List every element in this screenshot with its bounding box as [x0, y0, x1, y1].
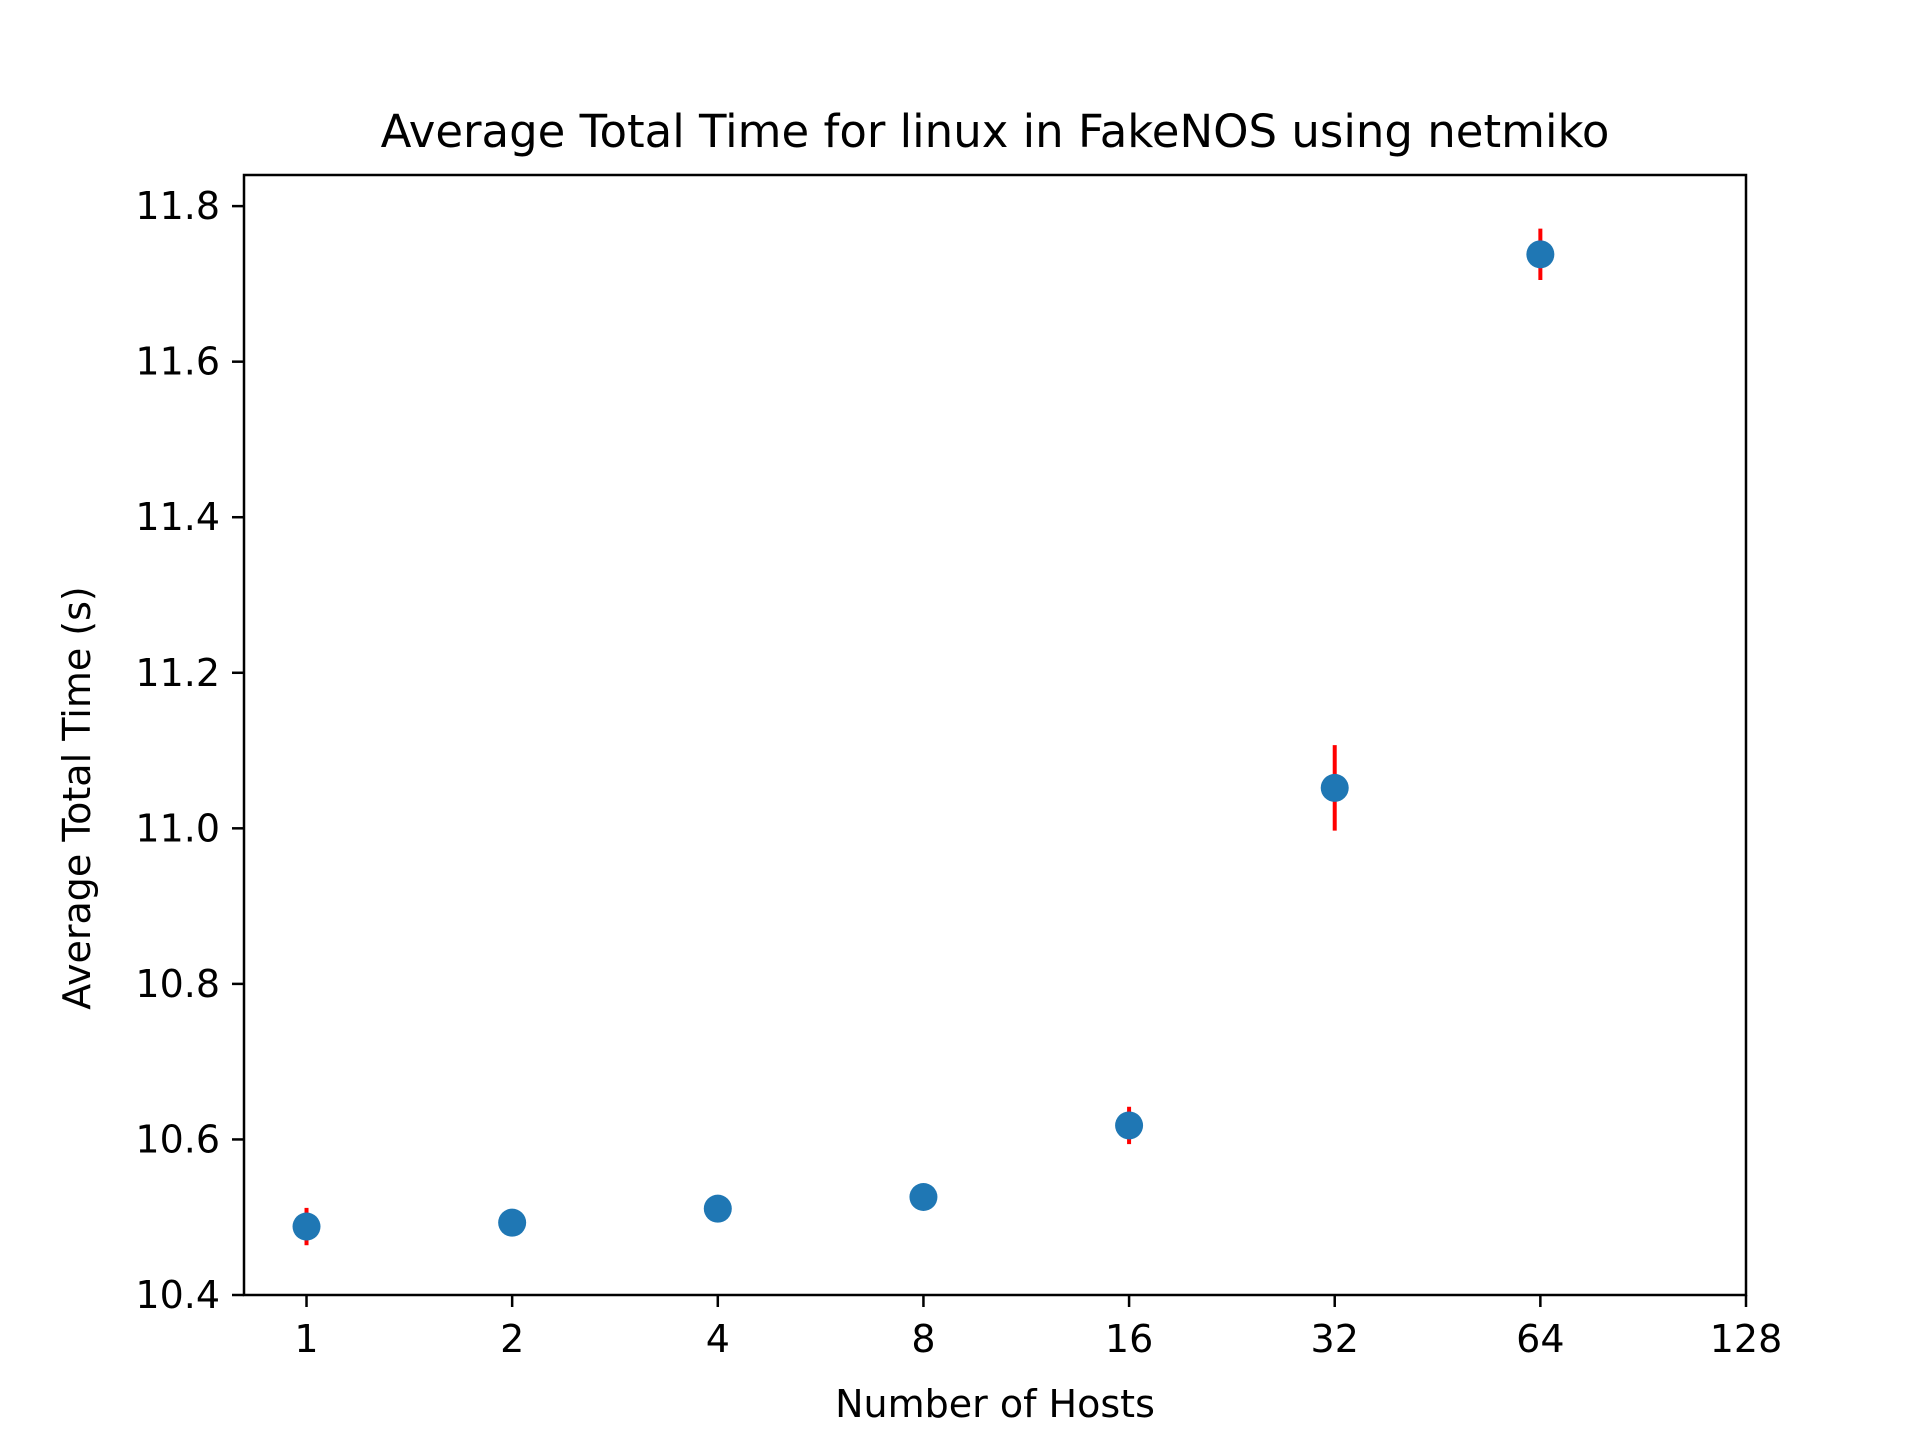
x-tick-label: 4 [706, 1317, 730, 1361]
x-tick-label: 8 [911, 1317, 935, 1361]
y-tick-label: 11.2 [135, 651, 220, 695]
y-tick-label: 11.0 [135, 806, 220, 850]
y-tick-label: 10.6 [135, 1117, 220, 1161]
y-axis-ticks: 10.4 10.6 10.8 11.0 11.2 11.4 11.6 11.8 [135, 184, 244, 1317]
chart-title: Average Total Time for linux in FakeNOS … [381, 105, 1610, 158]
y-axis-label: Average Total Time (s) [55, 586, 99, 1009]
x-tick-label: 16 [1105, 1317, 1153, 1361]
data-points [292, 240, 1555, 1241]
x-tick-label: 32 [1311, 1317, 1359, 1361]
y-tick-label: 11.4 [135, 495, 220, 539]
data-point [292, 1212, 321, 1241]
data-point [1526, 240, 1555, 269]
data-point [1320, 773, 1349, 802]
y-tick-label: 11.8 [135, 184, 220, 228]
y-tick-label: 10.4 [135, 1273, 220, 1317]
y-tick-label: 11.6 [135, 340, 220, 384]
plot-frame [242, 173, 1748, 1297]
x-tick-label: 1 [294, 1317, 318, 1361]
x-tick-label: 64 [1516, 1317, 1564, 1361]
data-point [1115, 1111, 1144, 1140]
x-tick-label: 2 [500, 1317, 524, 1361]
data-point [909, 1183, 938, 1211]
x-tick-label: 128 [1710, 1317, 1783, 1361]
x-axis-ticks: 1 2 4 8 16 32 64 128 [294, 1295, 1782, 1361]
y-tick-label: 10.8 [135, 962, 220, 1006]
x-axis-label: Number of Hosts [835, 1382, 1155, 1426]
data-point [498, 1208, 527, 1237]
data-point [703, 1194, 732, 1223]
